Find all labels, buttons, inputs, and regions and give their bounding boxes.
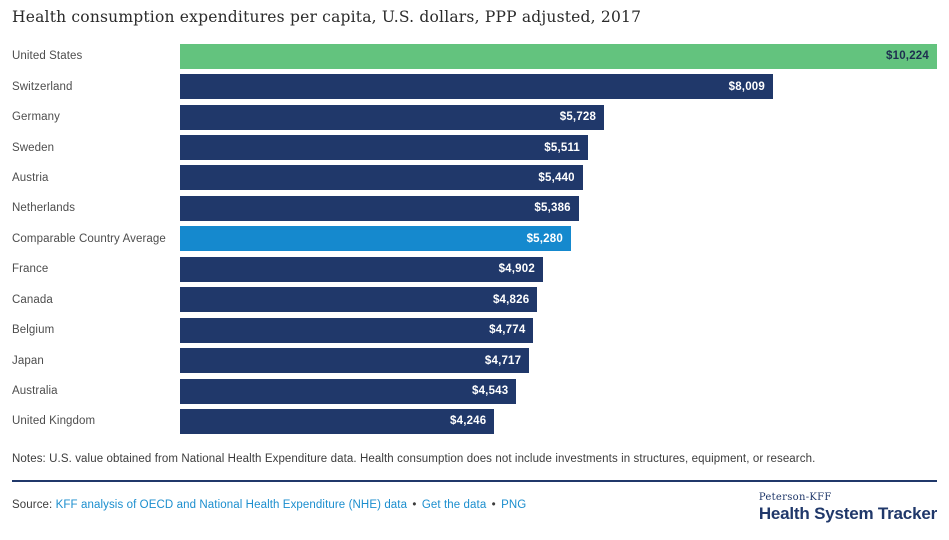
value-label: $4,774 — [489, 324, 526, 337]
logo-health-system-tracker-text: Health System Tracker — [758, 504, 937, 523]
value-label: $5,280 — [526, 232, 563, 245]
bar-track: $10,224 — [180, 43, 937, 69]
bar-track: $4,717 — [180, 348, 937, 374]
value-label: $4,826 — [492, 293, 530, 306]
value-label: $5,386 — [534, 202, 571, 215]
chart-row: Germany $5,728 — [0, 102, 937, 132]
value-label: $5,511 — [544, 141, 581, 154]
bar-track: $5,511 — [180, 135, 937, 161]
chart-row: United States $10,224 — [0, 41, 937, 71]
value-label: $4,902 — [498, 263, 535, 276]
value-label: $5,728 — [559, 111, 597, 124]
chart-row: Japan $4,717 — [0, 345, 937, 375]
source-analysis-link[interactable]: KFF analysis of OECD and National Health… — [55, 499, 408, 511]
category-label: Sweden — [12, 141, 55, 154]
get-the-data-link[interactable]: Get the data — [421, 499, 487, 511]
value-label: $4,246 — [450, 415, 487, 428]
chart-row: Belgium $4,774 — [0, 315, 937, 345]
category-label: Austria — [12, 171, 49, 184]
category-label: Comparable Country Average — [12, 232, 166, 245]
chart-row: Switzerland $8,009 — [0, 71, 937, 101]
bar-track: $5,440 — [180, 165, 937, 191]
value-label: $4,543 — [471, 385, 509, 398]
bar-track: $4,774 — [180, 317, 937, 343]
notes-text: Notes: U.S. value obtained from National… — [12, 453, 816, 465]
bar-chart: United States $10,224 Switzerland $8,009 Ger… — [0, 41, 937, 437]
category-label: Switzerland — [12, 80, 73, 93]
bar-sweden[interactable]: $5,511 — [180, 135, 589, 161]
bar-canada[interactable]: $4,826 — [180, 287, 538, 313]
bar-track: $4,826 — [180, 287, 937, 313]
chart-row: Australia $4,543 — [0, 376, 937, 406]
bar-track: $5,728 — [180, 104, 937, 130]
bar-switzerland[interactable]: $8,009 — [180, 74, 773, 100]
category-label: Japan — [12, 354, 44, 367]
chart-row: France $4,902 — [0, 254, 937, 284]
bar-germany[interactable]: $5,728 — [180, 104, 605, 130]
source-line: Source: KFF analysis of OECD and Nationa… — [12, 499, 526, 511]
bar-netherlands[interactable]: $5,386 — [180, 195, 579, 221]
logo-peterson-kff-text: Peterson-KFF — [758, 492, 832, 503]
bar-austria[interactable]: $5,440 — [180, 165, 583, 191]
chart-row: Comparable Country Average $5,280 — [0, 224, 937, 254]
chart-row: Sweden $5,511 — [0, 132, 937, 162]
category-label: Germany — [12, 111, 60, 124]
category-label: Australia — [12, 385, 58, 398]
bar-track: $8,009 — [180, 74, 937, 100]
value-label: $8,009 — [728, 80, 765, 93]
bar-united-kingdom[interactable]: $4,246 — [180, 408, 495, 434]
value-label: $4,717 — [484, 354, 522, 367]
source-label: Source: — [12, 499, 53, 511]
bar-united-states[interactable]: $10,224 — [180, 43, 937, 69]
chart-row: Netherlands $5,386 — [0, 193, 937, 223]
category-label: Canada — [12, 293, 53, 306]
bar-track: $4,246 — [180, 408, 937, 434]
bar-track: $4,902 — [180, 256, 937, 282]
category-label: France — [12, 263, 49, 276]
category-label: Belgium — [12, 324, 55, 337]
bar-track: $5,280 — [180, 226, 937, 252]
chart-row: United Kingdom $4,246 — [0, 406, 937, 436]
bar-australia[interactable]: $4,543 — [180, 378, 517, 404]
divider-rule — [12, 480, 937, 482]
bar-comparable-country-average[interactable]: $5,280 — [180, 226, 571, 252]
bullet-separator: • — [412, 499, 417, 511]
health-system-tracker-logo: Peterson-KFF Health System Tracker — [759, 492, 937, 523]
bar-track: $4,543 — [180, 378, 937, 404]
bar-france[interactable]: $4,902 — [180, 256, 543, 282]
value-label: $5,440 — [538, 171, 575, 184]
bar-belgium[interactable]: $4,774 — [180, 317, 534, 343]
chart-row: Canada $4,826 — [0, 285, 937, 315]
chart-title: Health consumption expenditures per capi… — [12, 8, 642, 26]
chart-row: Austria $5,440 — [0, 163, 937, 193]
category-label: United Kingdom — [12, 415, 96, 428]
category-label: United States — [12, 50, 83, 63]
bar-track: $5,386 — [180, 195, 937, 221]
value-label: $10,224 — [886, 50, 929, 63]
bar-japan[interactable]: $4,717 — [180, 348, 530, 374]
png-download-link[interactable]: PNG — [501, 499, 527, 511]
category-label: Netherlands — [12, 202, 76, 215]
bullet-separator: • — [491, 499, 496, 511]
